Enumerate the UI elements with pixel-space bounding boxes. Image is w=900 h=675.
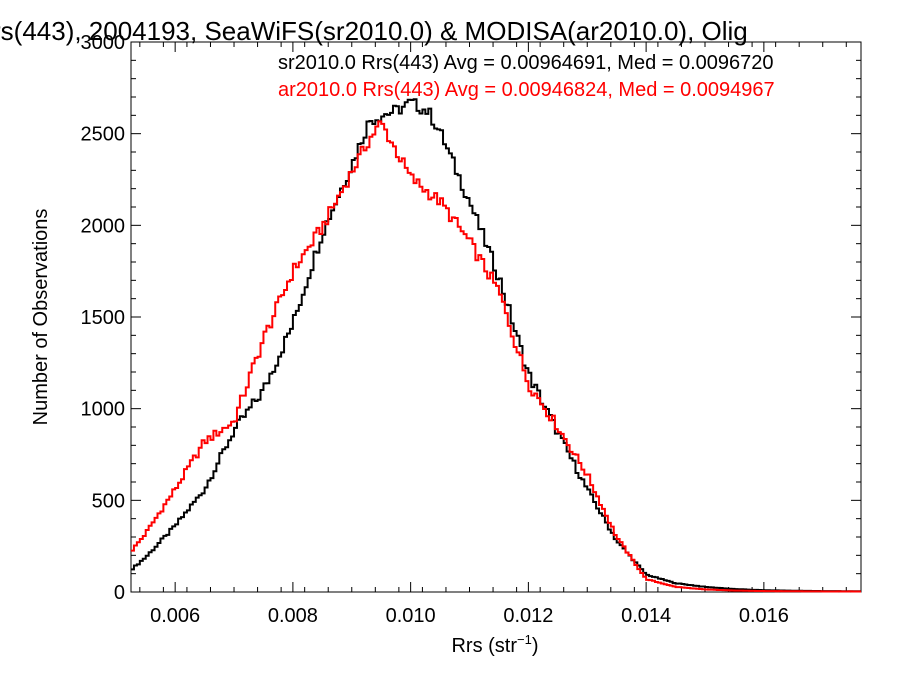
y-tick-label: 2000 xyxy=(81,215,126,237)
x-axis-label-sup: −1 xyxy=(517,632,532,647)
x-tick-label: 0.008 xyxy=(268,605,318,627)
ar2010-annotation: ar2010.0 Rrs(443) Avg = 0.00946824, Med … xyxy=(278,79,775,101)
plot-frame xyxy=(130,41,862,593)
x-axis-label-main: Rrs (str xyxy=(451,635,517,657)
x-tick-label: 0.016 xyxy=(739,605,789,627)
chart-title: rs(443), 2004193, SeaWiFS(sr2010.0) & MO… xyxy=(0,16,748,46)
y-tick-label: 0 xyxy=(114,582,125,604)
y-tick-label: 2500 xyxy=(81,124,126,146)
y-tick-label: 1500 xyxy=(81,307,126,329)
x-axis-label: Rrs (str−1) xyxy=(451,632,538,657)
series-line-ar2010 xyxy=(131,120,861,593)
x-tick-label: 0.012 xyxy=(503,605,553,627)
series-line-sr2010 xyxy=(131,98,861,593)
y-tick-label: 1000 xyxy=(81,399,126,421)
x-axis-ticks: 0.006 0.008 0.010 0.012 0.014 0.016 xyxy=(139,42,847,627)
sr2010-annotation: sr2010.0 Rrs(443) Avg = 0.00964691, Med … xyxy=(278,52,774,74)
x-tick-label: 0.010 xyxy=(386,605,436,627)
x-tick-label: 0.006 xyxy=(150,605,200,627)
y-tick-label: 3000 xyxy=(81,32,126,54)
y-axis-ticks: 0 500 1000 1500 2000 2500 3000 xyxy=(81,32,861,604)
y-axis-label: Number of Observations xyxy=(30,209,52,426)
series-layer xyxy=(131,98,861,593)
x-tick-label: 0.014 xyxy=(621,605,671,627)
x-axis-label-close: ) xyxy=(532,635,539,657)
y-tick-label: 500 xyxy=(92,490,125,512)
